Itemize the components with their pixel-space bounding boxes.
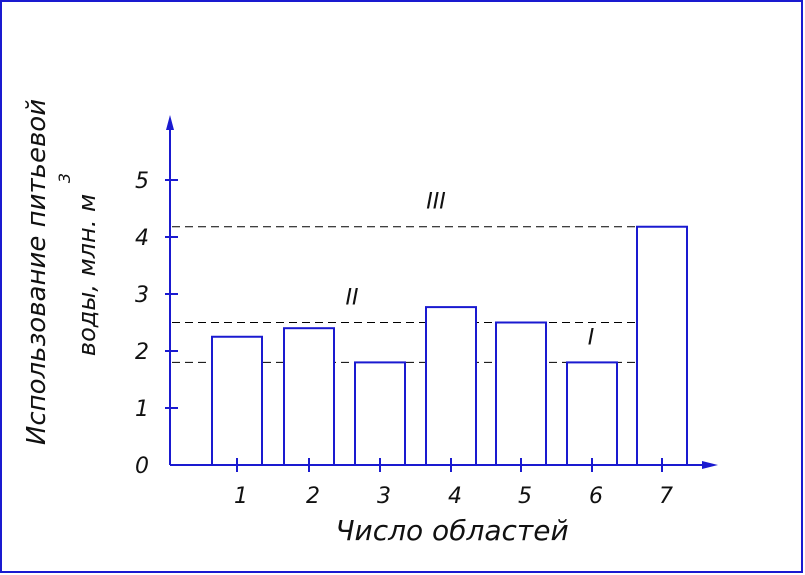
x-tick-label-4: 4 xyxy=(448,484,462,509)
bar-7 xyxy=(636,225,688,466)
y-tick-label-2: 2 xyxy=(135,340,149,365)
bar-3 xyxy=(354,361,406,466)
y-axis-arrow xyxy=(166,115,174,130)
bar-1 xyxy=(211,335,263,466)
x-tick-label-2: 2 xyxy=(306,484,320,509)
x-axis-arrow xyxy=(702,461,718,469)
bar-5 xyxy=(495,321,547,466)
y-axis-label-superscript-group: 3 xyxy=(55,173,74,183)
y-axis-label-line1-group: Использование питьевой xyxy=(22,99,52,445)
y-axis-label-superscript: 3 xyxy=(55,173,74,183)
x-tick-label-3: 3 xyxy=(377,484,391,509)
bar-6 xyxy=(566,361,618,466)
y-tick-label-0: 0 xyxy=(135,454,149,479)
reference-label-II: II xyxy=(346,286,359,311)
y-tick-label-4: 4 xyxy=(135,226,149,251)
y-axis-label-line2-group: воды, млн. м xyxy=(73,194,101,356)
x-tick-label-7: 7 xyxy=(659,484,673,509)
bar-2 xyxy=(283,327,335,467)
y-tick-label-5: 5 xyxy=(135,169,149,194)
x-tick-label-6: 6 xyxy=(589,484,603,509)
y-axis-label-line1: Использование питьевой xyxy=(22,99,52,445)
reference-label-I: I xyxy=(588,325,595,350)
x-tick-label-5: 5 xyxy=(518,484,532,509)
y-axis-label-line2: воды, млн. м xyxy=(73,194,101,356)
x-axis-label: Число областей xyxy=(335,514,568,547)
x-tick-label-1: 1 xyxy=(234,484,248,509)
bar-4 xyxy=(425,306,477,466)
y-tick-label-1: 1 xyxy=(135,397,149,422)
reference-label-III: III xyxy=(426,190,445,215)
y-tick-label-3: 3 xyxy=(135,283,149,308)
